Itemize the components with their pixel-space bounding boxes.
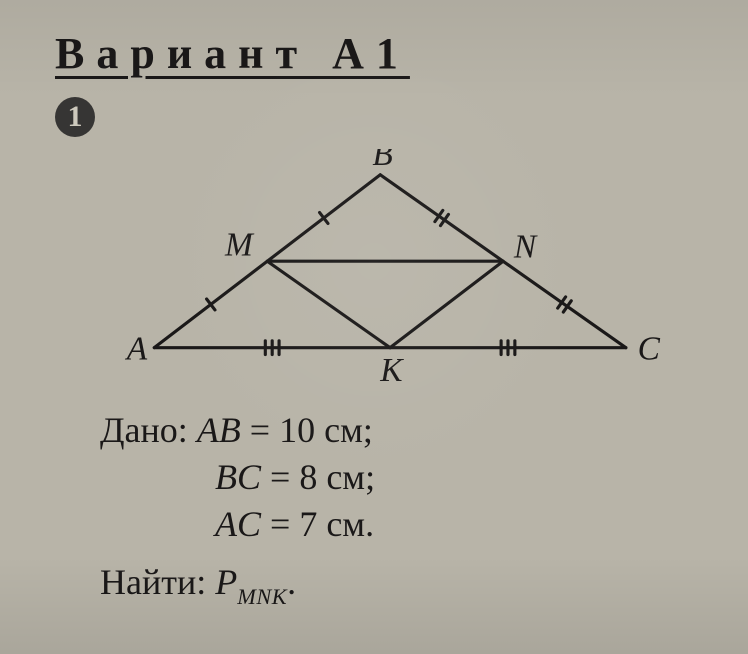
variant-title: Вариант А1 — [55, 28, 708, 79]
given-equals: = — [270, 504, 299, 544]
given-lhs: AB — [197, 410, 241, 450]
given-lhs: BC — [215, 457, 261, 497]
given-row: Дано: AB = 10 см; — [100, 407, 708, 454]
given-rhs: 8 см; — [299, 457, 375, 497]
svg-text:K: K — [379, 352, 404, 389]
find-trailing: . — [287, 562, 296, 602]
find-subscript: MNK — [237, 584, 287, 609]
find-label: Найти: — [100, 562, 206, 602]
geometry-diagram: A B C M N K — [115, 149, 675, 399]
given-block: Дано: AB = 10 см; BC = 8 см; AC = 7 см. — [100, 407, 708, 547]
given-rhs: 7 см. — [299, 504, 374, 544]
find-block: Найти: PMNK. — [100, 561, 708, 608]
given-rhs: 10 см; — [279, 410, 373, 450]
svg-text:A: A — [125, 330, 148, 367]
given-equals: = — [270, 457, 299, 497]
svg-text:N: N — [513, 228, 538, 265]
problem-number-badge: 1 — [55, 97, 95, 137]
triangle-svg: A B C M N K — [115, 149, 675, 399]
given-lhs: AC — [215, 504, 261, 544]
given-equals: = — [250, 410, 279, 450]
find-symbol: P — [215, 562, 237, 602]
svg-text:B: B — [372, 149, 392, 173]
given-row: AC = 7 см. — [100, 501, 708, 548]
given-label: Дано: — [100, 410, 188, 450]
find-expression: PMNK. — [215, 562, 296, 602]
svg-text:M: M — [224, 226, 255, 263]
svg-text:C: C — [638, 330, 661, 367]
given-row: BC = 8 см; — [100, 454, 708, 501]
